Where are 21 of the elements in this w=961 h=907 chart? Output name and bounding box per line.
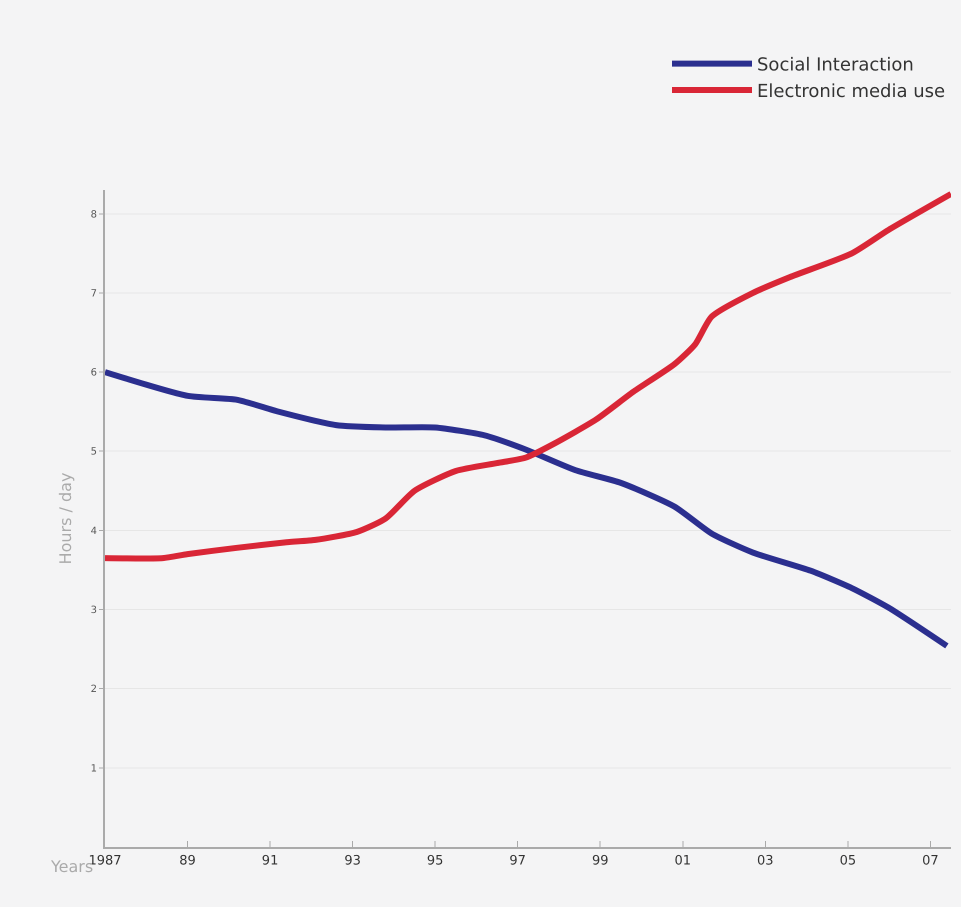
x-tick-label: 97 bbox=[509, 854, 526, 869]
y-tick-label: 8 bbox=[90, 209, 97, 220]
x-tick-label: 01 bbox=[674, 854, 692, 869]
x-tick-label: 03 bbox=[757, 854, 774, 869]
x-tick-label: 93 bbox=[344, 854, 361, 869]
legend-label: Electronic media use bbox=[757, 81, 946, 102]
x-tick-label: 07 bbox=[922, 854, 939, 869]
x-tick-label: 91 bbox=[262, 854, 278, 869]
y-tick-label: 2 bbox=[90, 684, 97, 696]
x-tick-label: 95 bbox=[426, 854, 444, 869]
y-tick-label: 7 bbox=[90, 288, 97, 300]
x-tick-label: 99 bbox=[592, 854, 608, 869]
legend-label: Social Interaction bbox=[757, 54, 914, 76]
y-tick-label: 3 bbox=[90, 605, 97, 616]
y-tick-label: 1 bbox=[90, 763, 97, 774]
y-tick-label: 6 bbox=[90, 368, 97, 379]
y-tick-label: 5 bbox=[90, 446, 97, 458]
x-tick-label: 89 bbox=[179, 854, 196, 869]
y-tick-label: 4 bbox=[90, 526, 97, 537]
x-tick-label: 05 bbox=[840, 854, 856, 869]
y-axis-title: Hours / day bbox=[56, 472, 76, 564]
